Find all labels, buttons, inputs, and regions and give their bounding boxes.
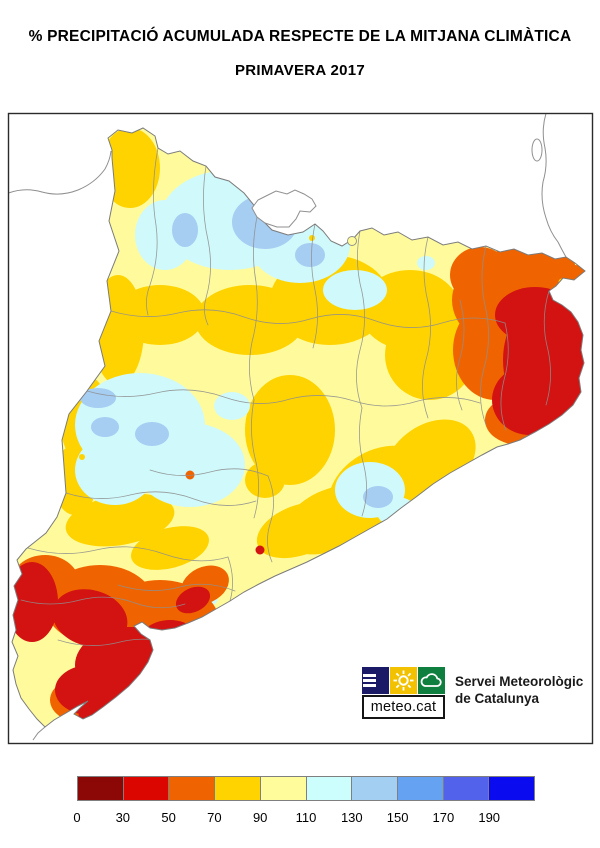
french-coastline: [541, 113, 567, 258]
andorra: [251, 189, 317, 228]
contour-blob: [135, 423, 245, 507]
light-blue-regions: [80, 195, 393, 508]
llivia-enclave: [347, 236, 357, 246]
contour-blob: [295, 243, 325, 267]
contour-blob: [120, 640, 160, 670]
contour-blob: [172, 213, 198, 247]
contour-blob: [131, 526, 209, 570]
contour-blob: [492, 365, 568, 435]
gold-dot: [309, 235, 315, 241]
logo-tile-navy: [362, 667, 389, 694]
contour-blob: [214, 392, 250, 420]
contour-blob: [91, 417, 119, 437]
legend-label: 30: [115, 810, 131, 825]
legend-label: 170: [432, 810, 455, 825]
legend-swatch: [352, 777, 398, 800]
comarca-borders: [20, 147, 551, 646]
legend-swatch: [260, 777, 307, 800]
legend-swatch: [123, 777, 170, 800]
neighbor-borders: [8, 113, 567, 741]
contour-blob: [450, 247, 510, 303]
red-dot: [255, 545, 265, 555]
contour-blob: [385, 310, 475, 400]
french-lagoon: [531, 138, 543, 162]
org-name-line2: de Catalunya: [455, 690, 540, 706]
logo-wordmark: meteo.cat: [370, 699, 437, 715]
contour-blob: [80, 388, 116, 408]
color-scale-legend: 0 30 50 70 90 110 130 150 170 190: [73, 776, 535, 830]
sun-icon: [393, 670, 414, 691]
legend-swatch: [215, 777, 261, 800]
meteocat-logo: meteo.cat: [362, 667, 445, 719]
legend-label: 90: [252, 810, 268, 825]
contour-blob: [115, 285, 205, 345]
org-name-line1: Servei Meteorològic: [455, 674, 584, 689]
logo-tiles: [362, 667, 445, 694]
org-name: Servei Meteorològic de Catalunya: [455, 674, 583, 707]
legend-label: 70: [207, 810, 222, 825]
contour-blob: [175, 586, 211, 614]
logo-tile-green: [418, 667, 445, 694]
legend-label: 110: [295, 810, 317, 825]
catalonia-map: [12, 128, 585, 727]
legend-label: 150: [386, 810, 409, 825]
contour-blob: [417, 256, 435, 270]
logo-wordmark-box: meteo.cat: [362, 695, 445, 719]
legend-swatch: [306, 777, 353, 800]
legend-swatch: [443, 777, 490, 800]
legend-swatch: [397, 777, 444, 800]
contour-blob: [12, 562, 58, 642]
contour-blob: [135, 422, 169, 446]
legend-label: 0: [73, 810, 81, 825]
contour-blob: [245, 462, 285, 498]
france-border-line: [8, 150, 112, 195]
logo-tile-yellow: [390, 667, 417, 694]
contour-blob: [323, 270, 387, 310]
contour-blob: [256, 501, 344, 559]
contour-blob: [245, 375, 335, 485]
legend-label: 130: [340, 810, 363, 825]
legend-swatches: [77, 776, 535, 801]
gold-dot: [79, 454, 85, 460]
valencia-coastline: [32, 726, 46, 741]
legend-labels: 0 30 50 70 90 110 130 150 170 190: [73, 810, 535, 830]
map-frame: [7, 112, 594, 745]
page-subtitle: PRIMAVERA 2017: [234, 62, 366, 79]
legend-swatch: [169, 777, 216, 800]
legend-label: 190: [478, 810, 501, 825]
contour-blob: [65, 493, 175, 547]
menu-bars-icon: [363, 674, 376, 687]
legend-swatch: [78, 777, 124, 800]
legend-label: 50: [161, 810, 176, 825]
page-title: % PRECIPITACIÓ ACUMULADA RESPECTE DE LA …: [28, 28, 572, 45]
cloud-icon: [420, 673, 442, 687]
contour-blob: [75, 435, 155, 505]
contour-blob: [55, 665, 125, 715]
contour-blob: [363, 486, 393, 508]
legend-swatch: [489, 777, 535, 800]
